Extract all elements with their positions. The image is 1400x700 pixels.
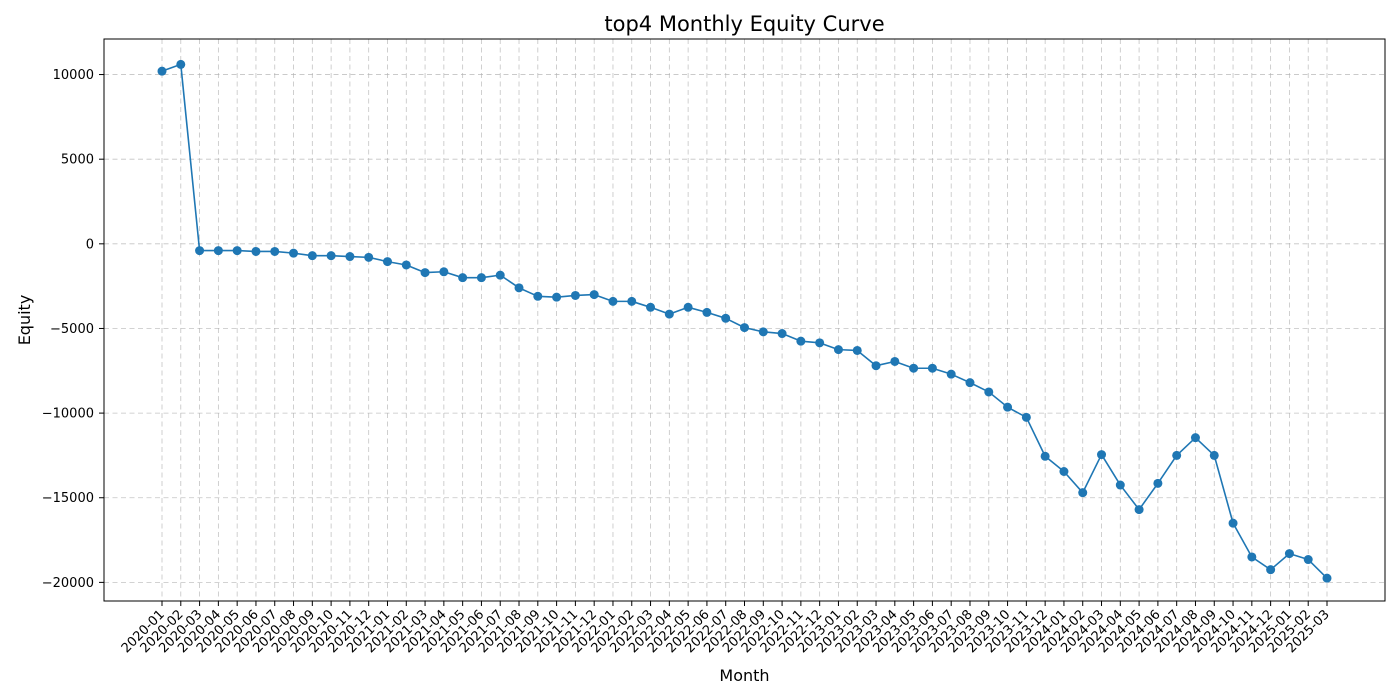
data-point [871, 361, 881, 371]
data-point [909, 363, 919, 373]
data-point [1134, 505, 1144, 515]
data-point [984, 387, 994, 397]
data-point [1003, 402, 1013, 412]
data-point [364, 252, 374, 262]
data-point [589, 290, 599, 300]
data-point [702, 307, 712, 317]
data-point [345, 252, 355, 262]
data-point [815, 338, 825, 348]
data-point [1097, 450, 1107, 460]
data-point [420, 268, 430, 278]
data-point [852, 345, 862, 355]
y-axis: 10000 5000 0 −5000 −10000 −15000 −20000 [42, 68, 104, 591]
data-point [382, 257, 392, 267]
data-point [157, 66, 167, 76]
series-line-group [157, 59, 1332, 583]
data-point [1266, 565, 1276, 575]
data-point [533, 291, 543, 301]
data-point [458, 273, 468, 283]
data-point [1040, 451, 1050, 461]
grid-lines [104, 39, 1385, 601]
data-point [401, 260, 411, 270]
data-point [289, 248, 299, 258]
y-tick-label: −10000 [42, 407, 94, 422]
data-point [1153, 478, 1163, 488]
data-point [1209, 450, 1219, 460]
x-axis-label: Month [719, 666, 769, 685]
data-point [1021, 412, 1031, 422]
data-point [777, 329, 787, 339]
y-tick-label: −15000 [42, 491, 94, 506]
data-point [796, 336, 806, 346]
data-point [552, 292, 562, 302]
y-axis-label: Equity [15, 295, 34, 346]
data-point [195, 246, 205, 256]
data-point [176, 59, 186, 69]
data-point [646, 302, 656, 312]
data-point [683, 302, 693, 312]
data-point [927, 363, 937, 373]
data-point [1284, 549, 1294, 559]
data-point [758, 327, 768, 337]
data-point [833, 345, 843, 355]
data-point [1247, 552, 1257, 562]
data-point [514, 283, 524, 293]
data-point [495, 270, 505, 280]
data-point [213, 246, 223, 256]
data-point [326, 251, 336, 261]
data-point [251, 246, 261, 256]
data-point [721, 313, 731, 323]
data-point [740, 323, 749, 333]
data-point [1190, 433, 1200, 443]
data-point [570, 290, 580, 300]
data-point [307, 251, 317, 261]
data-point [270, 246, 280, 256]
data-point [608, 296, 618, 306]
y-tick-label: −20000 [42, 576, 94, 591]
y-tick-label: 5000 [61, 153, 94, 168]
data-point [1059, 467, 1069, 477]
data-point [627, 296, 637, 306]
data-point [965, 378, 975, 388]
data-point [664, 309, 674, 319]
y-tick-label: 10000 [53, 68, 94, 83]
data-point [890, 356, 900, 366]
y-tick-label: −5000 [50, 322, 94, 337]
data-point [1322, 573, 1332, 583]
data-point [232, 246, 242, 256]
x-axis: 2020-012020-022020-032020-042020-052020-… [119, 601, 1333, 656]
data-point [1078, 488, 1088, 498]
y-tick-label: 0 [86, 237, 94, 252]
chart-title: top4 Monthly Equity Curve [604, 12, 884, 36]
data-point [439, 267, 449, 277]
data-point [1172, 450, 1182, 460]
data-point [476, 273, 486, 283]
data-point [1303, 555, 1313, 565]
data-point [1115, 480, 1125, 490]
data-point [946, 369, 956, 379]
data-point [1228, 518, 1238, 528]
